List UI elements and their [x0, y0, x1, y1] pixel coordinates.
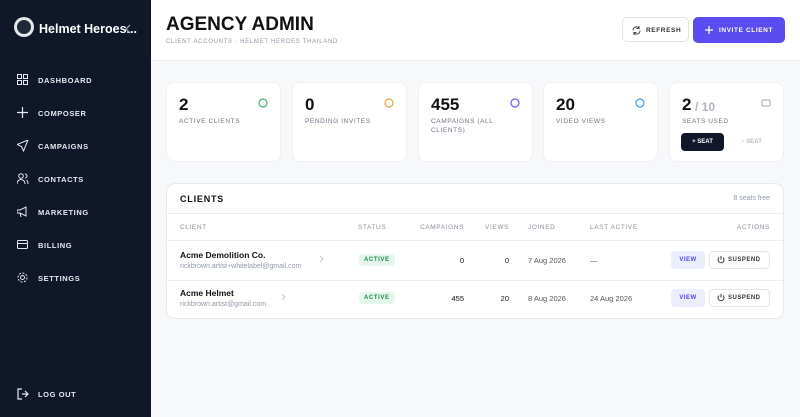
client-email: rickbrown.artist@gmail.com	[180, 301, 267, 308]
campaigns-count: 455	[451, 294, 464, 303]
invite-label: INVITE CLIENT	[719, 27, 774, 34]
remove-seat-button[interactable]: − SEAT	[741, 139, 762, 145]
views-count: 20	[500, 294, 509, 303]
column-header: VIEWS	[485, 224, 509, 231]
logout-label: LOG OUT	[38, 390, 77, 399]
chevron-icon	[281, 293, 286, 301]
nav-item[interactable]: COMPOSER	[0, 103, 151, 123]
client-name: Acme Helmet	[180, 288, 234, 298]
nav-item[interactable]: MARKETING	[0, 202, 151, 222]
campaigns-count: 0	[459, 256, 464, 265]
stat-value: 20	[556, 95, 575, 114]
view-button[interactable]: VIEW	[671, 289, 705, 307]
suspend-button[interactable]: SUSPEND	[709, 251, 770, 269]
status-badge: ACTIVE	[359, 292, 395, 304]
refresh-button[interactable]: REFRESH	[622, 17, 689, 42]
brand-name: Helmet Heroes...	[39, 22, 137, 36]
logout[interactable]: LOG OUT	[0, 384, 151, 404]
suspend-button[interactable]: SUSPEND	[709, 289, 770, 307]
nav-label: CAMPAIGNS	[38, 142, 89, 151]
column-header: CAMPAIGNS	[420, 224, 464, 231]
invite-button[interactable]: INVITE CLIENT	[693, 17, 785, 43]
nav-label: MARKETING	[38, 208, 89, 217]
column-header: JOINED	[528, 224, 556, 231]
chevron-icon	[319, 255, 324, 263]
nav-label: CONTACTS	[38, 175, 84, 184]
brand-logo	[14, 17, 34, 37]
refresh-label: REFRESH	[646, 27, 682, 34]
stat-value: 2	[179, 95, 189, 114]
sidebar: Helmet Heroes... DASHBOARD COMPOSER CAMPAI…	[0, 0, 151, 417]
joined-date: 7 Aug 2026	[528, 256, 566, 265]
column-header: ACTIONS	[736, 224, 770, 231]
add-seat-button[interactable]: + SEAT	[681, 133, 724, 151]
client-name: Acme Demolition Co.	[180, 250, 266, 260]
last-active: 24 Aug 2026	[590, 294, 633, 303]
stat-label: ACTIVE CLIENTS	[179, 118, 241, 125]
column-header: CLIENT	[180, 224, 207, 231]
last-active: —	[590, 256, 598, 265]
page-title: AGENCY ADMIN	[166, 14, 314, 35]
seats-free: 8 seats free	[733, 195, 770, 202]
seats-label: SEATS USED	[682, 118, 729, 125]
joined-date: 8 Aug 2026	[528, 294, 566, 303]
status-badge: ACTIVE	[359, 254, 395, 266]
nav-item[interactable]: SETTINGS	[0, 268, 151, 288]
view-button[interactable]: VIEW	[671, 251, 705, 269]
seats-used: 2	[682, 95, 692, 114]
nav-item[interactable]: DASHBOARD	[0, 70, 151, 90]
column-header: LAST ACTIVE	[590, 224, 638, 231]
suspend-label: SUSPEND	[728, 295, 761, 301]
views-count: 0	[504, 256, 509, 265]
divider	[166, 240, 784, 241]
nav-item[interactable]: CONTACTS	[0, 169, 151, 189]
stat-label: VIDEO VIEWS	[556, 118, 606, 125]
stat-value: 455	[431, 95, 460, 114]
stat-card: 0 PENDING INVITES	[292, 82, 407, 162]
divider	[166, 213, 784, 214]
nav-label: SETTINGS	[38, 274, 81, 283]
page-subtitle: CLIENT ACCOUNTS · HELMET HEROES THAILAND	[166, 39, 339, 45]
stat-card: 20 VIDEO VIEWS	[543, 82, 658, 162]
nav-item[interactable]: CAMPAIGNS	[0, 136, 151, 156]
stat-label: PENDING INVITES	[305, 118, 371, 125]
nav-label: DASHBOARD	[38, 76, 93, 85]
nav-label: BILLING	[38, 241, 73, 250]
column-header: STATUS	[358, 224, 387, 231]
stat-label: CAMPAIGNS (ALL CLIENTS)	[431, 118, 494, 134]
seats-card: 2 / 10 SEATS USED + SEAT − SEAT	[669, 82, 784, 162]
suspend-label: SUSPEND	[728, 257, 761, 263]
seats-total: / 10	[695, 100, 716, 114]
client-email: rickbrown.artist+whitelabel@gmail.com	[180, 263, 302, 270]
nav-item[interactable]: BILLING	[0, 235, 151, 255]
header: AGENCY ADMIN CLIENT ACCOUNTS · HELMET HE…	[151, 0, 800, 61]
stat-value: 0	[305, 95, 315, 114]
divider	[166, 280, 784, 281]
stat-card: 455 CAMPAIGNS (ALL CLIENTS)	[418, 82, 533, 162]
collapse-icon[interactable]	[124, 24, 132, 34]
stat-card: 2 ACTIVE CLIENTS	[166, 82, 281, 162]
clients-title: CLIENTS	[180, 194, 225, 204]
nav-label: COMPOSER	[38, 109, 87, 118]
